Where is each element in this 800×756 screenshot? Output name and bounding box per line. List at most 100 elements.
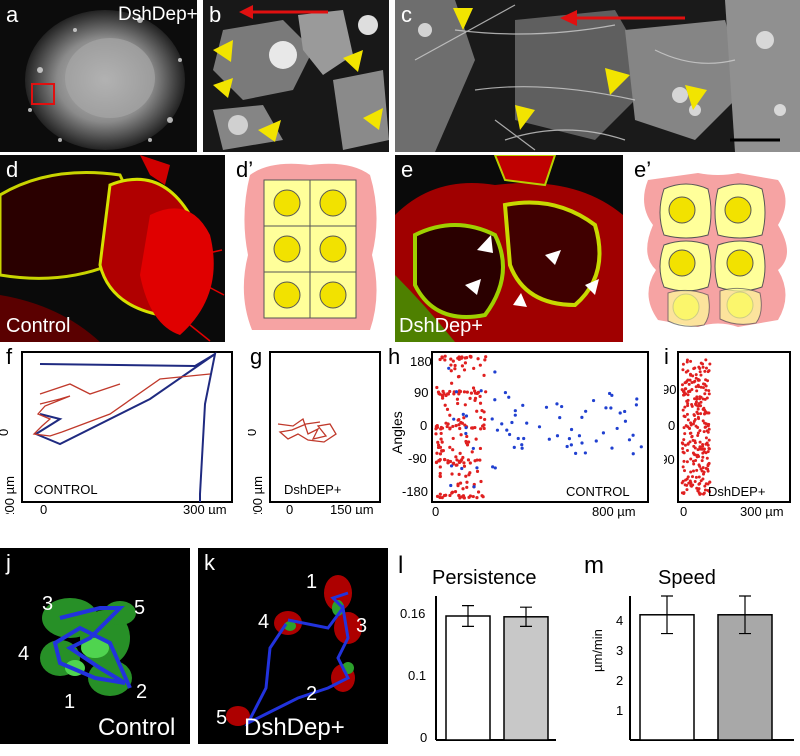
angle-point-red	[466, 458, 471, 462]
angle-point-red	[440, 396, 445, 400]
angle-point-blue	[495, 428, 500, 432]
angle-point-red	[462, 416, 466, 420]
panel-label-d-prime: d’	[236, 157, 254, 182]
angle-point-red	[681, 408, 685, 412]
plot-f-xtick-0: 0	[40, 502, 47, 514]
angle-point-red	[440, 449, 444, 453]
plot-h-ytick-neg180: -180	[402, 484, 428, 499]
angle-point-red	[690, 475, 694, 479]
control-track-blue	[39, 351, 217, 502]
angle-point-red	[449, 357, 453, 361]
angle-point-red	[445, 424, 449, 429]
angle-point-red	[689, 431, 693, 435]
angle-point-red	[708, 362, 712, 366]
angle-point-red	[457, 423, 461, 427]
panel-label-j: j	[6, 550, 11, 575]
angle-point-red	[462, 368, 467, 372]
angle-point-red	[704, 366, 708, 370]
angle-point-red	[450, 490, 455, 494]
angle-point-red	[462, 390, 467, 394]
plot-g-ytick-1: -200 µm	[250, 476, 265, 514]
angle-point-blue	[623, 419, 628, 423]
angle-point-red	[691, 483, 695, 487]
angle-point-red	[456, 401, 460, 406]
angle-point-blue	[604, 406, 608, 410]
image-tag-a: DshDep+	[118, 4, 197, 25]
panel-label-b: b	[209, 2, 222, 27]
panel-j-tracks-image: 3 5 4 1 2 j Control	[0, 548, 190, 744]
angle-point-red	[471, 386, 476, 390]
angle-point-red	[681, 368, 685, 372]
angle-point-red	[706, 370, 710, 374]
angle-point-red	[704, 358, 708, 362]
angle-point-red	[692, 413, 696, 417]
angle-point-red	[706, 464, 710, 468]
angle-point-red	[696, 377, 700, 381]
plot-h-xtick-1: 800 µm	[592, 504, 636, 519]
angle-point-red	[457, 357, 461, 361]
angle-point-blue	[558, 416, 562, 420]
angle-point-red	[692, 380, 696, 384]
angle-point-red	[475, 409, 479, 413]
angle-point-blue	[580, 441, 584, 445]
panel-label-e-prime: e’	[634, 157, 652, 182]
chart-l-ytick-01: 0.1	[408, 668, 426, 683]
angle-point-blue	[513, 409, 517, 413]
angle-point-red	[437, 458, 441, 463]
angle-point-red	[699, 412, 703, 416]
chart-l-title: Persistence	[432, 567, 537, 589]
track-label-k-3: 3	[356, 615, 367, 637]
angle-point-red	[479, 415, 483, 420]
angle-point-blue	[639, 445, 643, 449]
angle-point-red	[684, 380, 688, 384]
angle-point-blue	[475, 466, 479, 470]
angle-point-red	[689, 373, 693, 377]
panel-d-fluorescence-image: d Control	[0, 155, 225, 342]
angle-point-red	[691, 469, 695, 473]
angle-point-red	[695, 486, 699, 490]
angle-point-blue	[627, 438, 632, 442]
angle-point-blue	[491, 465, 495, 469]
panel-label-i: i	[664, 344, 669, 369]
angle-point-red	[468, 471, 472, 475]
angle-point-blue	[580, 415, 584, 419]
angle-point-red	[692, 367, 696, 371]
angle-point-red	[434, 432, 438, 436]
angle-point-blue	[520, 446, 524, 450]
angle-point-red	[684, 387, 688, 391]
angle-point-red	[449, 369, 453, 373]
angle-point-red	[694, 373, 698, 377]
angle-point-red	[681, 362, 685, 366]
track-label-k-1: 1	[306, 571, 317, 593]
angle-point-red	[699, 467, 703, 471]
angle-point-blue	[505, 428, 509, 432]
angle-point-red	[468, 396, 472, 401]
plot-h-label: CONTROL	[566, 484, 630, 499]
angle-point-red	[693, 446, 697, 450]
angle-point-red	[686, 418, 690, 422]
angle-point-red	[681, 447, 685, 451]
angle-point-blue	[493, 398, 497, 402]
angle-point-red	[480, 494, 484, 498]
angle-point-red	[708, 480, 712, 484]
angle-point-red	[462, 464, 467, 468]
angle-point-blue	[493, 466, 497, 470]
chart-m-ylabel: µm/min	[590, 629, 605, 672]
angle-point-red	[457, 355, 461, 359]
angle-point-red	[471, 494, 475, 499]
angle-point-red	[470, 450, 474, 454]
angle-point-red	[693, 453, 697, 457]
angle-point-blue	[569, 427, 574, 432]
angle-point-red	[682, 426, 686, 430]
angle-point-red	[453, 489, 458, 494]
angle-point-red	[698, 397, 702, 401]
angle-point-blue	[615, 426, 619, 431]
angle-point-blue	[569, 443, 573, 447]
plot-f-ytick-0: 0	[0, 429, 11, 436]
sem-explant-image	[0, 0, 197, 152]
error-bar-control	[661, 595, 673, 635]
angle-point-blue	[623, 409, 627, 414]
angle-point-red	[478, 446, 483, 451]
angle-point-red	[682, 459, 686, 463]
angle-point-red	[683, 469, 687, 473]
